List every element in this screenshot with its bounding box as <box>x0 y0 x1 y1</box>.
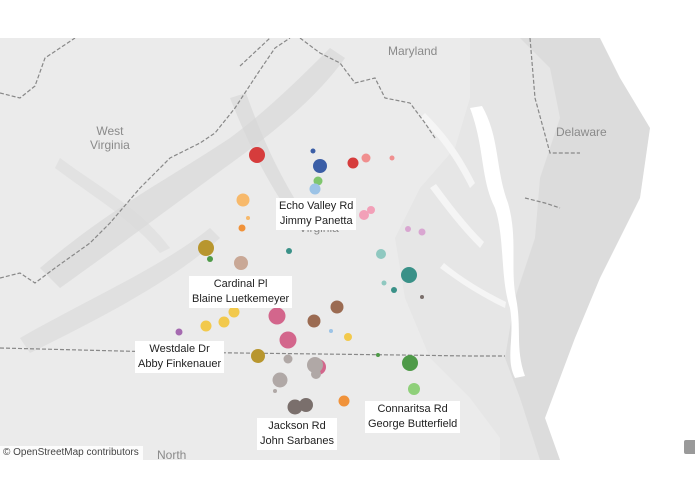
marker[interactable] <box>286 248 292 254</box>
marker[interactable] <box>361 153 371 163</box>
marker[interactable] <box>420 295 424 299</box>
marker[interactable] <box>376 353 380 357</box>
annotation-name: Blaine Luetkemeyer <box>192 293 290 305</box>
marker[interactable] <box>310 148 316 154</box>
marker[interactable] <box>313 159 327 173</box>
marker[interactable] <box>418 228 426 236</box>
marker[interactable] <box>402 355 418 371</box>
marker[interactable] <box>251 349 265 363</box>
marker[interactable] <box>198 240 214 256</box>
marker[interactable] <box>330 300 344 314</box>
annotation-cardinal: Cardinal Pl Blaine Luetkemeyer <box>189 276 293 308</box>
annotation-address: Jackson Rd <box>268 420 326 432</box>
annotation-address: Westdale Dr <box>149 343 210 355</box>
map[interactable]: Maryland West Virginia Delaware Virginia… <box>0 38 695 460</box>
marker[interactable] <box>376 249 386 259</box>
base-map <box>0 38 695 460</box>
marker[interactable] <box>389 155 395 161</box>
map-info-button[interactable] <box>684 440 695 454</box>
map-credit[interactable]: © OpenStreetMap contributors <box>0 446 143 460</box>
place-label-delaware: Delaware <box>556 125 607 139</box>
annotation-name: Abby Finkenauer <box>138 358 222 370</box>
annotation-jackson: Jackson Rd John Sarbanes <box>257 418 337 450</box>
marker[interactable] <box>268 307 286 325</box>
place-label-north: North <box>157 448 187 460</box>
marker[interactable] <box>234 256 248 270</box>
marker[interactable] <box>405 226 411 232</box>
marker[interactable] <box>299 398 313 412</box>
marker[interactable] <box>283 354 293 364</box>
marker[interactable] <box>207 256 213 262</box>
marker[interactable] <box>228 306 240 318</box>
marker[interactable] <box>249 147 265 163</box>
marker[interactable] <box>313 176 323 186</box>
marker[interactable] <box>367 206 375 214</box>
marker[interactable] <box>238 224 246 232</box>
place-label-west-virginia: West Virginia <box>90 124 130 152</box>
marker[interactable] <box>401 267 417 283</box>
marker[interactable] <box>272 372 288 388</box>
marker[interactable] <box>381 280 387 286</box>
annotation-address: Connaritsa Rd <box>377 403 448 415</box>
marker[interactable] <box>359 210 369 220</box>
marker[interactable] <box>344 333 352 341</box>
annotation-westdale: Westdale Dr Abby Finkenauer <box>135 341 225 373</box>
annotation-name: Jimmy Panetta <box>279 215 353 227</box>
annotation-name: George Butterfield <box>368 418 458 430</box>
marker[interactable] <box>329 329 333 333</box>
marker[interactable] <box>391 287 397 293</box>
marker[interactable] <box>307 314 321 328</box>
marker[interactable] <box>246 216 250 220</box>
marker[interactable] <box>309 183 321 195</box>
marker[interactable] <box>287 399 303 415</box>
annotation-address: Echo Valley Rd <box>279 200 354 212</box>
marker[interactable] <box>307 357 323 373</box>
marker[interactable] <box>236 193 250 207</box>
marker[interactable] <box>338 395 350 407</box>
place-label-maryland: Maryland <box>388 44 438 58</box>
marker[interactable] <box>311 369 321 379</box>
marker[interactable] <box>347 157 359 169</box>
marker[interactable] <box>218 316 230 328</box>
marker[interactable] <box>279 331 297 349</box>
marker[interactable] <box>273 389 277 393</box>
marker[interactable] <box>200 320 212 332</box>
marker[interactable] <box>175 328 183 336</box>
annotation-address: Cardinal Pl <box>213 278 268 290</box>
annotation-connaritsa: Connaritsa Rd George Butterfield <box>365 401 461 433</box>
annotation-echo-valley: Echo Valley Rd Jimmy Panetta <box>276 198 357 230</box>
marker[interactable] <box>408 383 420 395</box>
annotation-name: John Sarbanes <box>260 435 334 447</box>
